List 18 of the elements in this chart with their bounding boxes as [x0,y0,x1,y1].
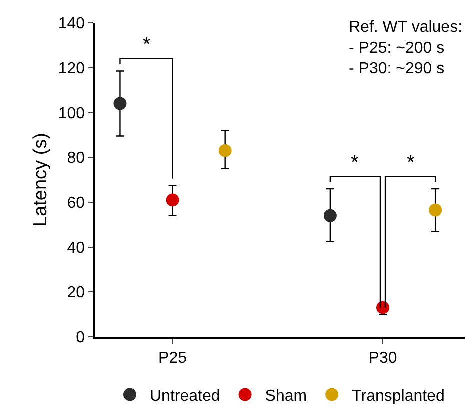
annotation: * [407,152,415,174]
y-tick-label: 80 [67,150,86,168]
y-tick-label: 100 [58,105,86,122]
annotation: * [143,34,151,56]
y-axis-title: Latency (s) [30,133,52,227]
y-tick-label: 40 [67,240,86,257]
annotation: * [351,152,359,174]
y-tick-label: 60 [67,195,86,212]
x-tick-label: P30 [368,350,398,367]
y-tick-label: 0 [76,330,86,347]
x-tick-label: P25 [158,350,188,367]
y-tick-label: 140 [58,16,86,33]
legend-label: Untreated [150,388,220,405]
y-tick-label: 20 [67,284,86,302]
annotation: Ref. WT values: - P25: ~200 s - P30: ~290 s [349,19,463,78]
legend-label: Transplanted [352,388,445,405]
y-tick-label: 120 [58,60,86,78]
legend-label: Sham [265,388,308,405]
